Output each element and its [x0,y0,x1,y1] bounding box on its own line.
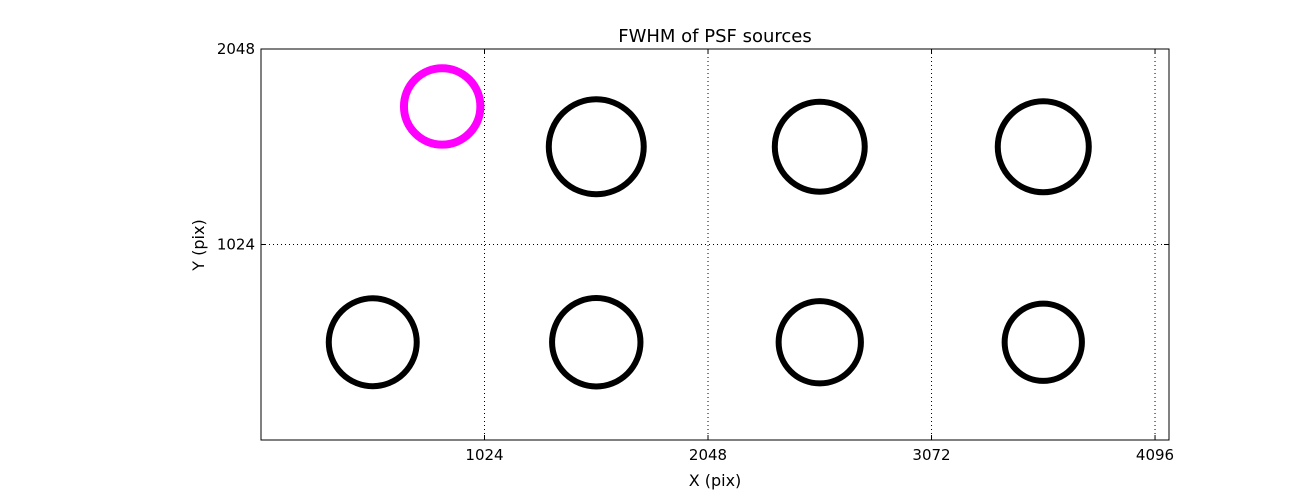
psf-circle [771,98,868,195]
psf-circle [325,295,420,390]
x-tick-label: 4096 [1136,446,1174,464]
axis-ticks: 1024 2048 3072 4096 1024 2048 [217,40,1174,464]
y-axis-label: Y (pix) [189,219,208,271]
psf-circle [549,295,644,390]
psf-circle [545,96,647,198]
chart-title: FWHM of PSF sources [618,26,812,47]
psf-circle [1001,300,1085,384]
x-axis-label: X (pix) [689,471,742,490]
y-tick-label: 1024 [217,236,255,254]
x-tick-label: 3072 [912,446,950,464]
y-tick-label: 2048 [217,40,255,58]
x-tick-label: 2048 [689,446,727,464]
highlighted-psf-circle [399,64,485,149]
psf-circle [775,298,864,387]
x-tick-label: 1024 [465,446,503,464]
psf-circle [994,98,1092,196]
data-points [325,64,1092,390]
